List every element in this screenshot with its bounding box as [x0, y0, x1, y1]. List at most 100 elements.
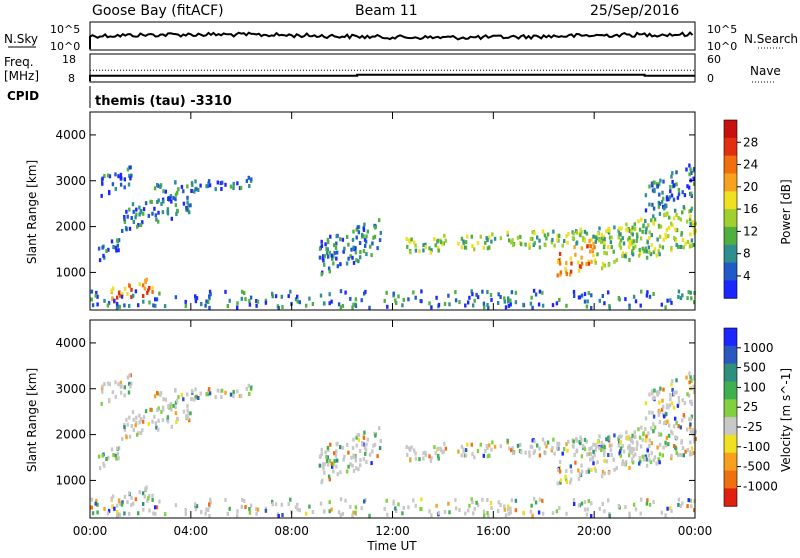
power-cell — [670, 174, 673, 179]
velocity-cell — [209, 500, 212, 505]
velocity-cell — [609, 448, 613, 453]
velocity-cell — [151, 419, 154, 424]
power-cell — [689, 290, 692, 295]
velocity-cell — [674, 435, 677, 440]
velocity-cell — [531, 438, 534, 443]
velocity-cell — [688, 425, 692, 430]
velocity-cell — [586, 452, 589, 457]
velocity-cell — [350, 455, 353, 460]
power-cell — [249, 295, 253, 300]
velocity-cell — [559, 478, 563, 483]
power-cell — [619, 245, 623, 250]
velocity-cell — [248, 510, 252, 515]
velocity-cell — [594, 468, 597, 473]
velocity-cell — [414, 456, 418, 461]
power-cell — [256, 299, 260, 304]
power-cell — [373, 234, 377, 239]
power-cell — [677, 289, 681, 294]
velocity-cell — [657, 412, 661, 417]
velocity-cell — [670, 382, 673, 387]
power-cell — [643, 248, 646, 253]
power-cell — [424, 244, 427, 249]
velocity-cell — [660, 407, 664, 412]
velocity-cell — [186, 392, 189, 397]
power-cell — [544, 243, 547, 248]
velocity-cell — [610, 443, 613, 448]
velocity-cell — [294, 505, 298, 510]
power-cell — [644, 219, 647, 223]
power-cell — [144, 201, 148, 206]
power-cell — [111, 296, 114, 301]
velocity-cell — [114, 380, 117, 385]
power-cell — [422, 248, 425, 253]
power-cell — [649, 252, 653, 257]
power-cell — [147, 213, 150, 218]
power-cell — [132, 220, 135, 224]
power-cell — [166, 211, 170, 216]
velocity-cell — [593, 453, 596, 458]
power-cell — [473, 298, 476, 303]
power-cell — [558, 251, 562, 256]
velocity-cell — [91, 511, 95, 516]
power-cell — [688, 244, 692, 249]
velocity-cell — [617, 443, 620, 448]
velocity-cell — [156, 408, 159, 412]
power-cell — [365, 234, 368, 239]
velocity-cell — [680, 439, 683, 444]
power-cell — [499, 236, 502, 241]
velocity-cell — [214, 395, 217, 400]
velocity-cell — [635, 446, 638, 451]
velocity-cell — [627, 445, 630, 450]
power-cell — [116, 238, 119, 243]
velocity-cell — [587, 499, 590, 504]
velocity-cell — [360, 506, 363, 511]
power-x-ticks — [89, 112, 696, 310]
power-cell — [428, 246, 431, 251]
power-cell — [208, 294, 211, 299]
velocity-cell — [345, 469, 349, 474]
power-cell — [607, 227, 610, 232]
power-cell — [328, 301, 331, 306]
velocity-cell — [664, 443, 668, 448]
velocity-cell — [486, 511, 489, 515]
velocity-cell — [558, 505, 561, 510]
velocity-cell — [123, 511, 126, 516]
velocity-cell — [587, 467, 590, 472]
velocity-cell — [256, 507, 260, 512]
power-cell — [435, 295, 438, 300]
velocity-cell — [208, 513, 211, 518]
velocity-cell — [176, 417, 179, 422]
velocity-cell — [645, 501, 649, 506]
velocity-cell — [243, 499, 246, 503]
power-cell — [364, 289, 367, 294]
velocity-cell — [486, 446, 489, 451]
power-cell — [144, 278, 147, 283]
velocity-cell — [327, 474, 331, 479]
power-cell — [354, 297, 358, 302]
velocity-cell — [363, 430, 366, 435]
power-cell — [457, 241, 460, 246]
power-cell — [632, 294, 636, 299]
power-cell — [559, 270, 563, 275]
velocity-cell — [110, 496, 113, 501]
velocity-cell — [141, 491, 145, 496]
velocity-cell — [590, 501, 593, 506]
velocity-cell — [668, 403, 672, 408]
power-cell — [589, 249, 592, 254]
power-cell — [689, 242, 692, 247]
power-cell — [385, 290, 388, 295]
velocity-cell — [662, 445, 665, 450]
velocity-cell — [628, 465, 631, 470]
power-cell — [575, 230, 578, 235]
velocity-cell — [621, 462, 624, 466]
power-cell — [550, 240, 553, 245]
power-cell — [620, 226, 623, 231]
power-cell — [657, 204, 661, 209]
velocity-cell — [135, 420, 138, 425]
velocity-cell — [687, 498, 690, 503]
velocity-cell — [154, 511, 157, 516]
velocity-cell — [359, 458, 362, 462]
power-cell — [633, 226, 636, 231]
velocity-cell — [585, 470, 588, 475]
power-cell — [409, 239, 412, 244]
